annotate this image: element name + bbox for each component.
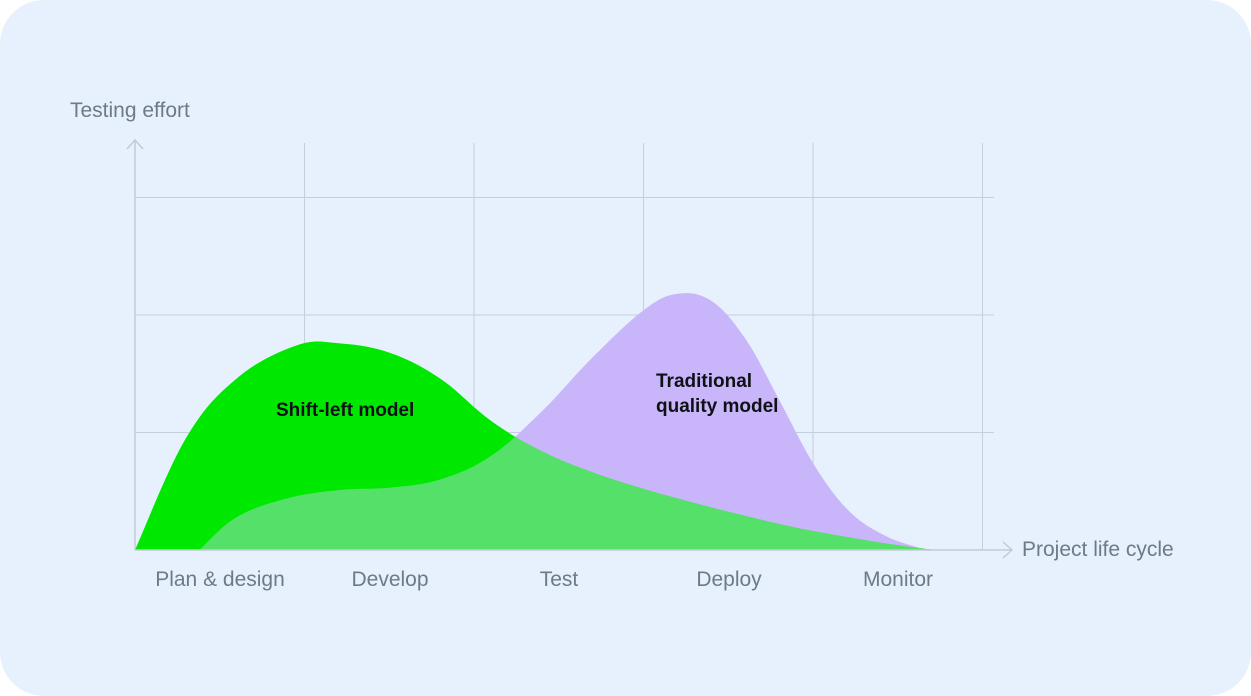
x-tick-test: Test: [539, 568, 579, 591]
area-traditional-quality-model: [199, 293, 935, 550]
x-axis-label: Project life cycle: [1022, 538, 1174, 561]
series-label-line: Shift-left model: [276, 400, 415, 421]
series-label-traditional: Traditional quality model: [656, 369, 778, 419]
x-tick-monitor: Monitor: [862, 568, 934, 591]
x-axis-arrow-icon: [1002, 541, 1014, 559]
x-tick-develop: Develop: [351, 568, 429, 591]
series-label-line: Traditional: [656, 371, 753, 392]
y-axis-arrow-icon: [126, 138, 144, 150]
axes: [126, 138, 1014, 559]
y-axis-label: Testing effort: [70, 99, 190, 122]
series-label-line: quality model: [656, 396, 779, 417]
x-tick-plan-design: Plan & design: [155, 568, 285, 591]
x-tick-deploy: Deploy: [696, 568, 762, 591]
series-label-shift-left: Shift-left model: [276, 398, 414, 423]
